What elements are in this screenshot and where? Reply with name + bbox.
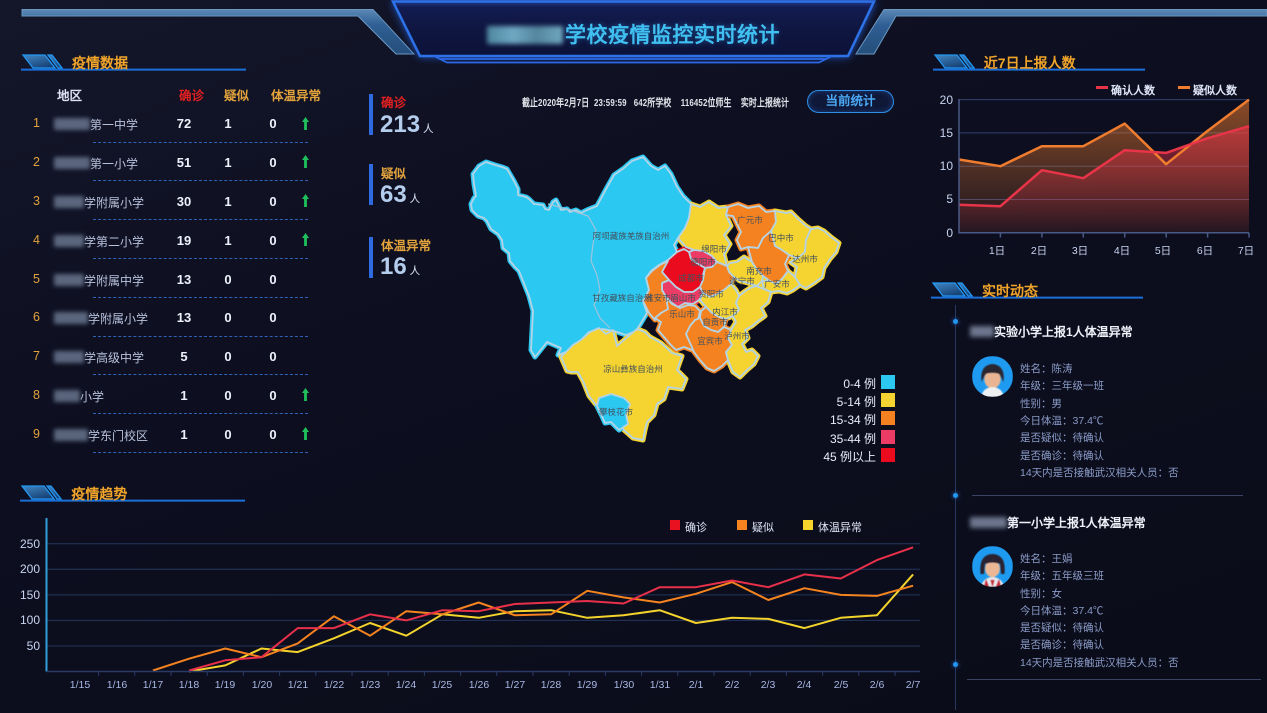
svg-text:成都市: 成都市 [678, 273, 704, 283]
svg-text:绵阳市: 绵阳市 [701, 244, 727, 254]
svg-text:阿坝藏族羌族自治州: 阿坝藏族羌族自治州 [593, 231, 670, 241]
svg-text:自贡市: 自贡市 [702, 317, 728, 327]
svg-text:宜宾市: 宜宾市 [697, 336, 723, 346]
svg-text:广元市: 广元市 [737, 215, 763, 225]
svg-text:南充市: 南充市 [746, 266, 772, 276]
svg-text:乐山市: 乐山市 [669, 309, 695, 319]
svg-text:广安市: 广安市 [764, 279, 790, 289]
svg-text:内江市: 内江市 [712, 307, 738, 317]
svg-text:雅安市: 雅安市 [645, 293, 671, 303]
svg-text:泸州市: 泸州市 [724, 331, 750, 341]
svg-text:遂宁市: 遂宁市 [729, 276, 755, 286]
svg-text:甘孜藏族自治州: 甘孜藏族自治州 [592, 293, 652, 303]
svg-text:凉山彝族自治州: 凉山彝族自治州 [603, 364, 663, 374]
svg-text:资阳市: 资阳市 [698, 289, 724, 299]
svg-text:德阳市: 德阳市 [690, 257, 716, 267]
svg-text:攀枝花市: 攀枝花市 [599, 407, 634, 417]
svg-text:达州市: 达州市 [792, 254, 818, 264]
svg-text:巴中市: 巴中市 [768, 233, 794, 243]
svg-text:眉山市: 眉山市 [670, 293, 696, 303]
